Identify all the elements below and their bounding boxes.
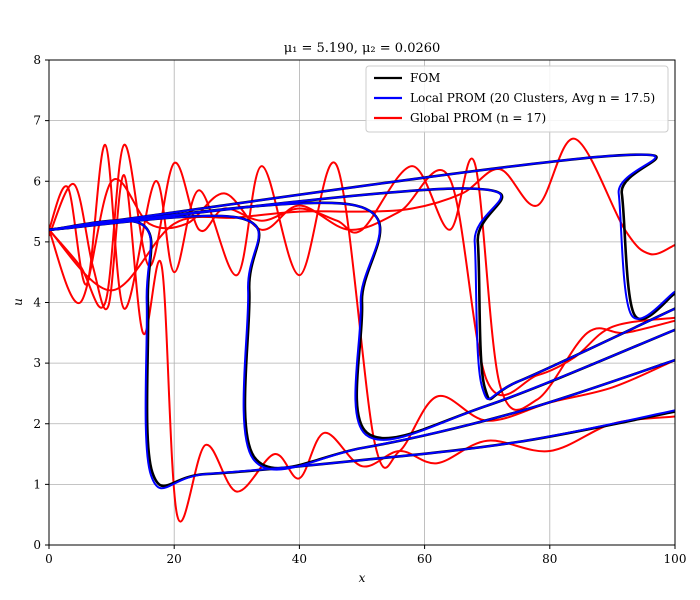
series-line-2-2 (49, 143, 675, 411)
y-tick-label: 4 (33, 296, 41, 310)
y-tick-label: 3 (33, 356, 41, 370)
series-line-2-1 (49, 143, 675, 469)
legend: FOM Local PROM (20 Clusters, Avg n = 17.5… (365, 65, 669, 133)
x-tick-label: 80 (542, 552, 557, 566)
y-tick-label: 7 (33, 114, 41, 128)
series-line-1-0 (49, 219, 675, 490)
legend-label: FOM (410, 71, 440, 85)
legend-box (365, 65, 669, 133)
x-tick-label: 60 (417, 552, 432, 566)
x-tick-label: 100 (664, 552, 687, 566)
series-line-2-0 (49, 174, 675, 523)
ticks: 0 20 40 60 80 100 0 1 2 3 4 5 6 7 8 (33, 53, 686, 566)
series-line-2-3 (49, 169, 675, 397)
series-line-1-4 (49, 153, 675, 320)
y-tick-label: 0 (33, 538, 41, 552)
series-line-1-3 (49, 187, 675, 401)
y-tick-label: 1 (33, 477, 41, 491)
y-tick-label: 5 (33, 235, 41, 249)
x-tick-label: 20 (167, 552, 182, 566)
chart-title: μ₁ = 5.190, μ₂ = 0.0260 (284, 41, 441, 56)
x-axis-label: x (359, 571, 366, 585)
legend-label: Global PROM (n = 17) (410, 111, 546, 125)
y-axis-label: u (11, 298, 25, 306)
y-tick-label: 8 (33, 53, 41, 67)
series-line-2-4 (49, 137, 675, 292)
series-line-1-1 (49, 214, 675, 471)
x-tick-label: 40 (292, 552, 307, 566)
x-tick-label: 0 (45, 552, 53, 566)
series-layer (49, 137, 675, 523)
series-line-0-2 (49, 201, 675, 440)
y-tick-label: 6 (33, 174, 41, 188)
y-tick-label: 2 (33, 417, 41, 431)
legend-label: Local PROM (20 Clusters, Avg n = 17.5) (410, 91, 655, 105)
